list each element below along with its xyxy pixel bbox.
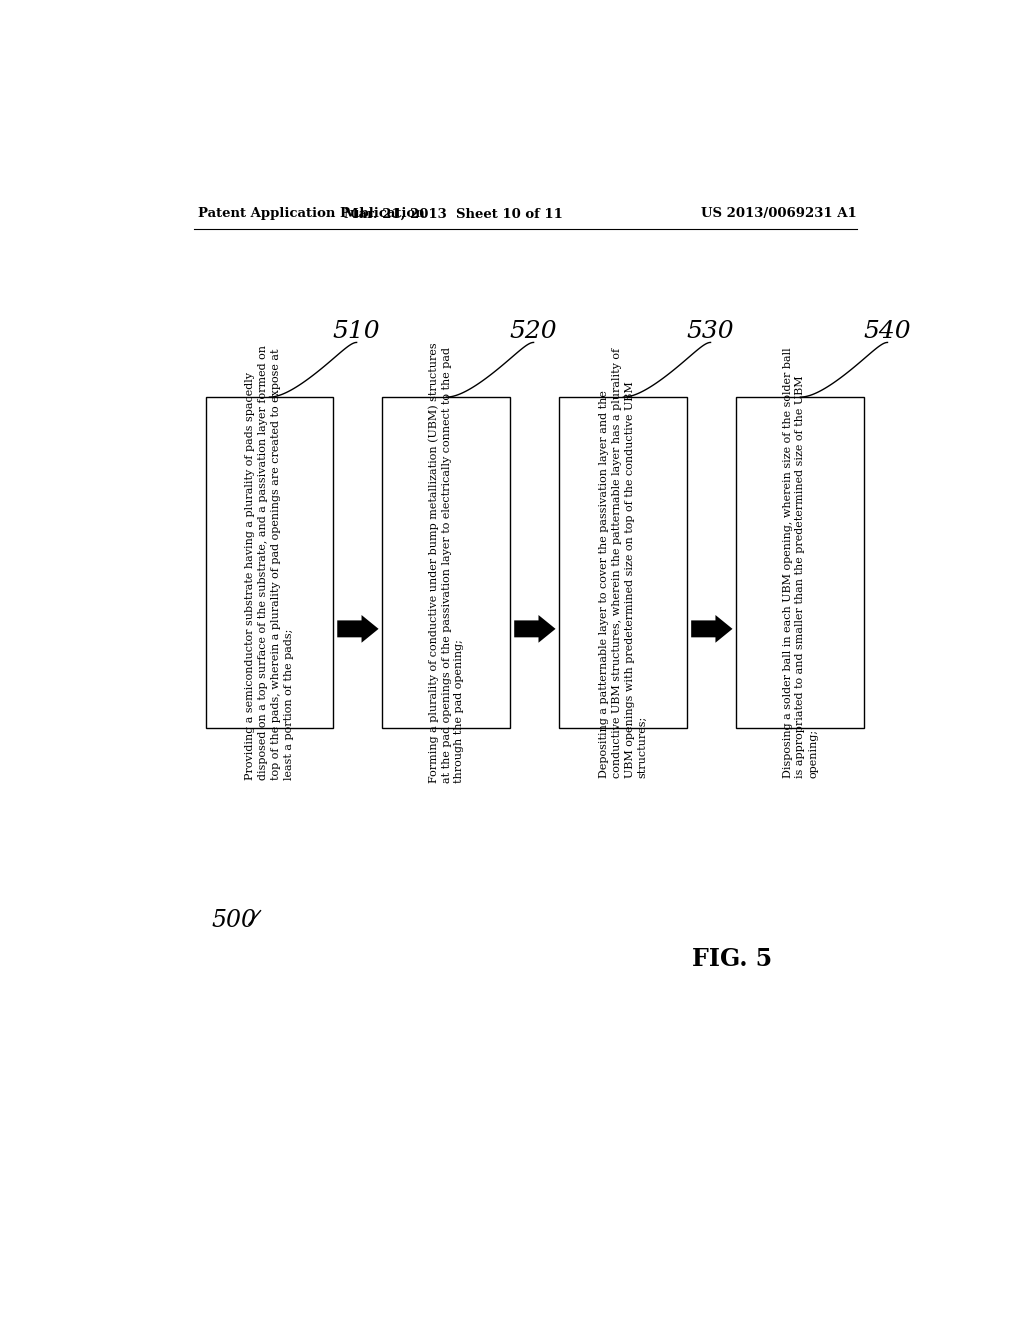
Bar — [736, 397, 864, 729]
Text: Forming a plurality of conductive under bump metallization (UBM) structures
at t: Forming a plurality of conductive under … — [428, 342, 465, 783]
Text: 500: 500 — [212, 909, 257, 932]
Text: Depositing a patternable layer to cover the passivation layer and the
conductive: Depositing a patternable layer to cover … — [599, 347, 647, 777]
Text: Disposing a solder ball in each UBM opening, wherein size of the solder ball
is : Disposing a solder ball in each UBM open… — [782, 347, 818, 777]
Text: US 2013/0069231 A1: US 2013/0069231 A1 — [700, 207, 856, 220]
FancyArrow shape — [691, 615, 732, 643]
Text: 530: 530 — [687, 321, 734, 343]
Bar — [559, 397, 687, 729]
Text: 540: 540 — [863, 321, 911, 343]
Text: Providing a semiconductor substrate having a plurality of pads spacedly
disposed: Providing a semiconductor substrate havi… — [245, 345, 294, 780]
Text: Patent Application Publication: Patent Application Publication — [198, 207, 425, 220]
Bar — [382, 397, 510, 729]
FancyArrow shape — [514, 615, 556, 643]
Bar — [206, 397, 334, 729]
Text: 510: 510 — [333, 321, 381, 343]
Text: 520: 520 — [510, 321, 557, 343]
Text: Mar. 21, 2013  Sheet 10 of 11: Mar. 21, 2013 Sheet 10 of 11 — [344, 207, 563, 220]
FancyArrow shape — [337, 615, 379, 643]
Text: FIG. 5: FIG. 5 — [692, 948, 772, 972]
